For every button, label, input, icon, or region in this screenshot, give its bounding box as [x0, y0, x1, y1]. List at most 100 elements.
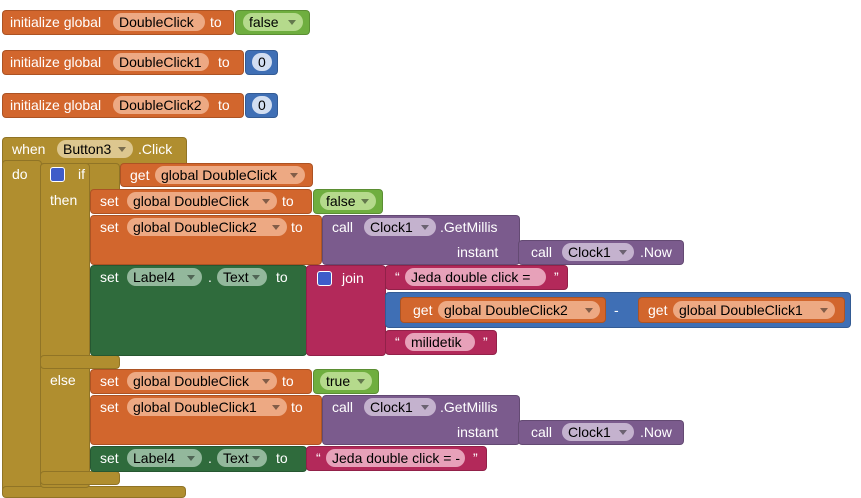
field-text: global DoubleClick: [133, 373, 249, 389]
dropdown-arrow: [288, 20, 296, 25]
keyword: get: [130, 167, 150, 183]
field-text: Text: [223, 269, 249, 285]
field-text: DoubleClick2: [119, 97, 202, 113]
field-text: Button3: [63, 141, 112, 157]
component-field[interactable]: Clock1: [364, 398, 436, 416]
field-text: milidetik: [411, 334, 462, 350]
variable-field[interactable]: global DoubleClick: [127, 372, 277, 390]
component-field[interactable]: Label4: [127, 268, 202, 286]
quote: ”: [483, 334, 488, 350]
component-field[interactable]: Button3: [57, 140, 133, 158]
quote: “: [316, 450, 321, 466]
logic-field[interactable]: true: [320, 372, 372, 390]
keyword: to: [282, 373, 294, 389]
keyword: set: [100, 450, 119, 466]
keyword: when: [12, 141, 46, 157]
dropdown-arrow: [262, 379, 270, 384]
if-bottom: [40, 471, 120, 485]
field-text: global DoubleClick: [133, 193, 249, 209]
name-field[interactable]: DoubleClick2: [113, 96, 209, 114]
dropdown-arrow: [357, 379, 365, 384]
quote: ”: [554, 269, 559, 285]
keyword: instant: [457, 424, 499, 440]
operator: -: [614, 302, 619, 318]
dropdown-arrow: [820, 308, 828, 313]
component-field[interactable]: Clock1: [562, 423, 634, 441]
dropdown-arrow: [585, 308, 593, 313]
keyword: do: [12, 166, 28, 182]
field-text: 0: [258, 54, 266, 70]
dropdown-arrow: [118, 147, 126, 152]
name-field[interactable]: DoubleClick: [113, 13, 205, 31]
variable-field[interactable]: global DoubleClick2: [127, 218, 287, 236]
number-field[interactable]: 0: [252, 53, 272, 71]
keyword: else: [50, 372, 76, 388]
mutator-icon[interactable]: [317, 271, 332, 286]
dropdown-arrow: [252, 456, 260, 461]
number-field[interactable]: 0: [252, 96, 272, 114]
method-name: .GetMillis: [440, 399, 498, 415]
keyword: join: [342, 270, 364, 286]
keyword: initialize global: [10, 97, 102, 113]
field-text: Text: [223, 450, 249, 466]
keyword: to: [291, 219, 303, 235]
keyword: get: [648, 302, 668, 318]
dropdown-arrow: [187, 275, 195, 280]
field-text: global DoubleClick2: [133, 219, 257, 235]
property-field[interactable]: Text: [217, 449, 267, 467]
text-field[interactable]: Jeda double click =: [405, 268, 546, 286]
dropdown-arrow: [619, 430, 627, 435]
field-text: DoubleClick1: [119, 54, 202, 70]
property-field[interactable]: Text: [217, 268, 267, 286]
variable-field[interactable]: global DoubleClick: [155, 166, 305, 184]
keyword: call: [332, 219, 354, 235]
keyword: initialize global: [10, 14, 102, 30]
dropdown-arrow: [290, 173, 298, 178]
keyword: set: [100, 373, 119, 389]
field-text: Jeda double click =: [411, 269, 535, 285]
field-text: Clock1: [370, 399, 413, 415]
field-text: Label4: [133, 450, 176, 466]
keyword: to: [210, 14, 222, 30]
method-name: .Now: [640, 244, 672, 260]
field-text: Jeda double click = -: [332, 450, 461, 466]
variable-field[interactable]: global DoubleClick2: [438, 301, 600, 319]
variable-field[interactable]: global DoubleClick: [127, 192, 277, 210]
keyword: if: [78, 166, 85, 182]
field-text: global DoubleClick2: [444, 302, 568, 318]
logic-field[interactable]: false: [243, 13, 303, 31]
field-text: global DoubleClick1: [133, 399, 257, 415]
event-spine: [2, 160, 42, 497]
logic-field[interactable]: false: [320, 192, 376, 210]
keyword: to: [218, 97, 230, 113]
keyword: .: [208, 269, 212, 285]
keyword: to: [218, 54, 230, 70]
variable-field[interactable]: global DoubleClick1: [673, 301, 835, 319]
component-field[interactable]: Clock1: [364, 218, 436, 236]
text-field[interactable]: milidetik: [405, 333, 475, 351]
field-text: false: [326, 193, 356, 209]
text-field[interactable]: Jeda double click = -: [326, 449, 465, 467]
event-name: .Click: [138, 141, 173, 157]
component-field[interactable]: Clock1: [562, 243, 634, 261]
dropdown-arrow: [361, 199, 369, 204]
field-text: 0: [258, 97, 266, 113]
keyword: set: [100, 269, 119, 285]
keyword: call: [531, 424, 553, 440]
dropdown-arrow: [421, 225, 429, 230]
keyword: .: [208, 450, 212, 466]
field-text: global DoubleClick: [161, 167, 277, 183]
method-name: .Now: [640, 424, 672, 440]
event-bottom: [2, 486, 186, 498]
variable-field[interactable]: global DoubleClick1: [127, 398, 287, 416]
field-text: Clock1: [370, 219, 413, 235]
name-field[interactable]: DoubleClick1: [113, 53, 209, 71]
keyword: get: [413, 302, 433, 318]
if-spine: [40, 163, 90, 488]
keyword: to: [291, 399, 303, 415]
keyword: to: [276, 269, 288, 285]
field-text: true: [326, 373, 351, 389]
mutator-icon[interactable]: [50, 167, 65, 182]
component-field[interactable]: Label4: [127, 449, 202, 467]
field-text: false: [249, 14, 279, 30]
